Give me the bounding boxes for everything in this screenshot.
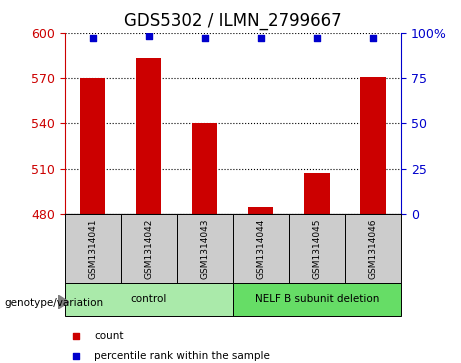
FancyBboxPatch shape bbox=[121, 214, 177, 283]
Text: count: count bbox=[94, 331, 124, 341]
Text: percentile rank within the sample: percentile rank within the sample bbox=[94, 351, 270, 361]
Bar bbox=[80, 78, 105, 214]
Bar bbox=[304, 174, 330, 214]
Point bbox=[72, 333, 79, 339]
FancyBboxPatch shape bbox=[345, 214, 401, 283]
Bar bbox=[136, 58, 161, 214]
Title: GDS5302 / ILMN_2799667: GDS5302 / ILMN_2799667 bbox=[124, 12, 342, 30]
Text: control: control bbox=[130, 294, 167, 305]
Point bbox=[369, 35, 377, 41]
FancyBboxPatch shape bbox=[177, 214, 233, 283]
Text: GSM1314041: GSM1314041 bbox=[88, 219, 97, 279]
Point bbox=[313, 35, 321, 41]
FancyBboxPatch shape bbox=[289, 214, 345, 283]
FancyBboxPatch shape bbox=[233, 283, 401, 316]
Text: GSM1314043: GSM1314043 bbox=[200, 219, 209, 279]
Point bbox=[201, 35, 208, 41]
FancyBboxPatch shape bbox=[233, 214, 289, 283]
Point bbox=[257, 35, 265, 41]
Point bbox=[89, 35, 96, 41]
Text: GSM1314042: GSM1314042 bbox=[144, 219, 153, 279]
Text: genotype/variation: genotype/variation bbox=[5, 298, 104, 308]
Bar bbox=[248, 207, 273, 214]
Point bbox=[145, 33, 152, 39]
Bar bbox=[192, 123, 218, 214]
Bar bbox=[361, 77, 386, 214]
Text: GSM1314046: GSM1314046 bbox=[368, 219, 378, 279]
Text: GSM1314044: GSM1314044 bbox=[256, 219, 266, 279]
FancyBboxPatch shape bbox=[65, 283, 233, 316]
Text: NELF B subunit deletion: NELF B subunit deletion bbox=[255, 294, 379, 305]
Point bbox=[72, 353, 79, 359]
FancyBboxPatch shape bbox=[65, 214, 121, 283]
Polygon shape bbox=[58, 295, 69, 309]
Text: GSM1314045: GSM1314045 bbox=[313, 219, 321, 279]
